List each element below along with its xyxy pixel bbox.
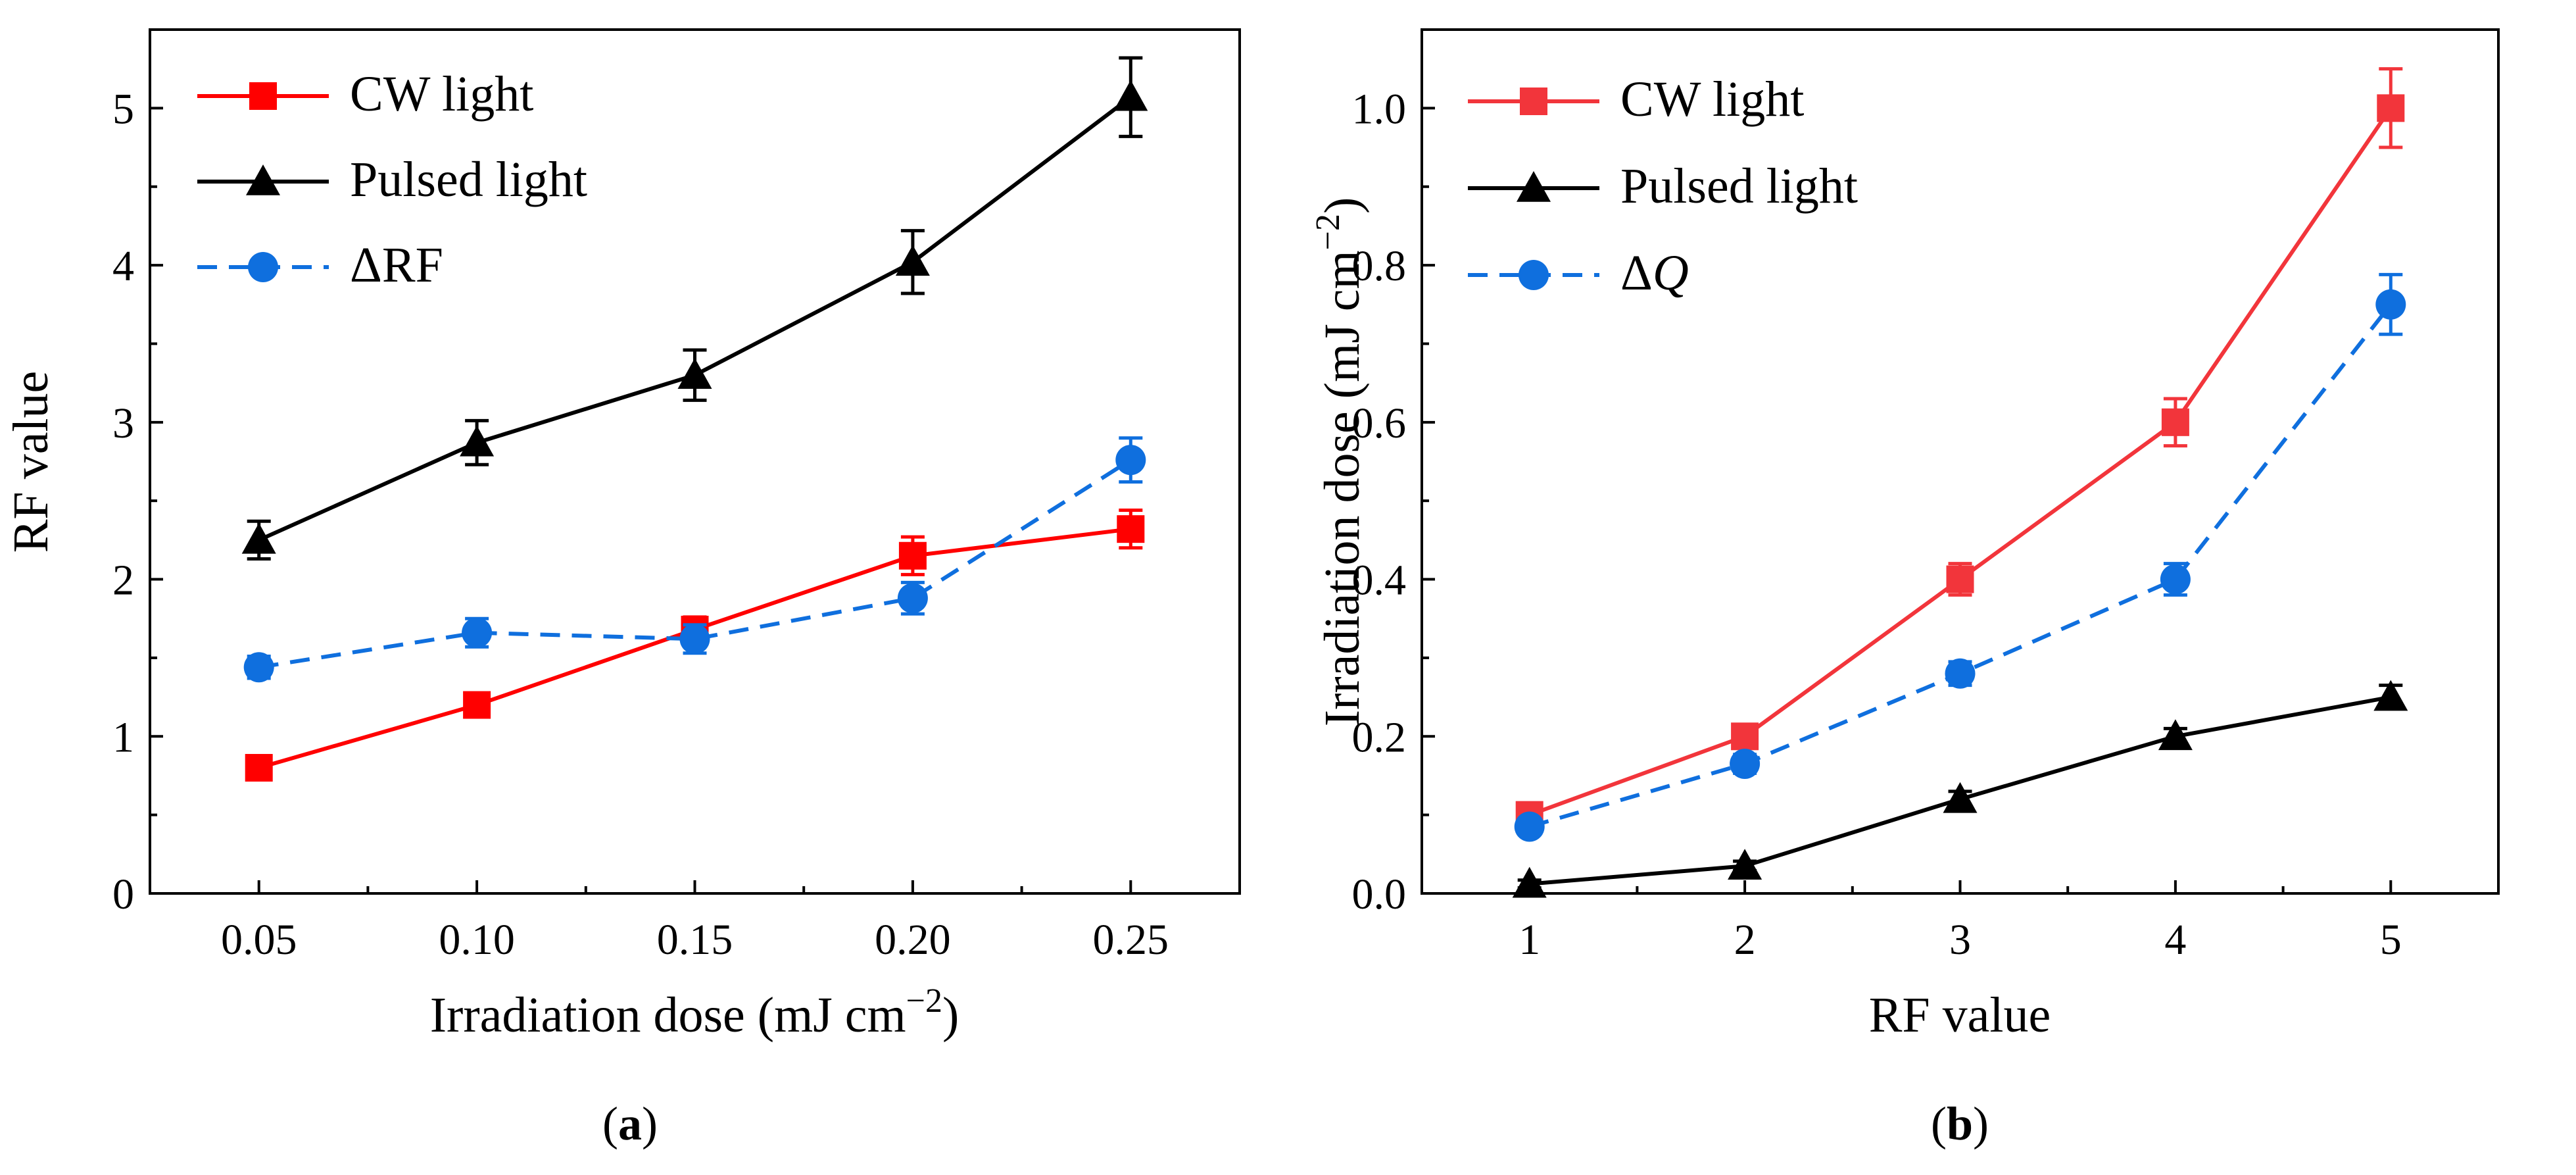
panel-a-x-tick-label: 0.25 bbox=[1093, 916, 1169, 964]
panel-b-legend-label: CW light bbox=[1620, 72, 1804, 127]
panel-b-legend-label: Pulsed light bbox=[1620, 159, 1858, 214]
panel-a-x-tick-label: 0.15 bbox=[657, 916, 733, 964]
panel-b-series-line-0 bbox=[1528, 107, 2393, 817]
panel-b-data-point bbox=[2158, 719, 2193, 751]
panel-a-data-point bbox=[245, 754, 273, 782]
panel-a-x-axis-label: Irradiation dose (mJ cm−2) bbox=[430, 982, 960, 1043]
panel-b-legend-marker bbox=[1519, 260, 1549, 290]
panel-b-legend-marker bbox=[1517, 171, 1551, 202]
panel-a-data-point bbox=[677, 358, 712, 389]
panel-a-data-point bbox=[463, 691, 491, 719]
panel-b-y-tick-label: 0.2 bbox=[1352, 713, 1407, 761]
panel-b-plot-frame bbox=[1421, 28, 2500, 895]
panel-a-legend: CW light Pulsed light ΔRF bbox=[197, 66, 587, 293]
panel-a-x-tick-label: 0.05 bbox=[221, 916, 297, 964]
panel-b-y-tick-label: 0.8 bbox=[1352, 242, 1407, 290]
panel-b-data-point bbox=[1730, 749, 1761, 780]
panel-a-series bbox=[241, 56, 1148, 782]
panel-a-y-tick-label: 5 bbox=[112, 85, 134, 133]
panel-b-ticks: 1 2 3 4 5 0.0 0.2 0.4 0.6 0.8 1.0 bbox=[1352, 85, 2402, 964]
panel-b-data-point bbox=[2375, 289, 2406, 320]
panel-a-data-point bbox=[460, 425, 495, 457]
panel-b-x-tick-label: 4 bbox=[2164, 916, 2186, 964]
panel-a-x-tick-label: 0.20 bbox=[875, 916, 951, 964]
panel-a-caption-label: (a) bbox=[602, 1097, 658, 1150]
panel-b-y-tick-label: 0.6 bbox=[1352, 399, 1407, 447]
panel-b-x-tick-label: 3 bbox=[1949, 916, 1971, 964]
panel-a-data-point bbox=[897, 583, 928, 614]
panel-b-data-point bbox=[1728, 849, 1762, 880]
panel-a-y-tick-label: 2 bbox=[112, 557, 134, 605]
panel-a-legend-marker bbox=[248, 252, 278, 282]
panel-a-data-point bbox=[241, 522, 276, 554]
panel-a-legend-label: CW light bbox=[350, 66, 533, 122]
panel-a-y-tick-label: 3 bbox=[112, 399, 134, 447]
panel-b-y-tick-label: 0.0 bbox=[1352, 870, 1407, 918]
panel-a-data-point bbox=[462, 617, 493, 648]
panel-b-x-tick-label: 2 bbox=[1734, 916, 1756, 964]
panel-a-plot-frame bbox=[149, 28, 1241, 895]
panel-b-data-point bbox=[2160, 564, 2191, 595]
panel-b-x-tick-label: 5 bbox=[2380, 916, 2402, 964]
panel-b-x-tick-label: 1 bbox=[1519, 916, 1540, 964]
panel-a-ticks: 0.05 0.10 0.15 0.20 0.25 0 1 2 3 4 5 bbox=[112, 85, 1169, 964]
panel-a-data-point bbox=[679, 624, 710, 655]
panel-b-data-point bbox=[1514, 811, 1545, 842]
panel-b-x-axis-label: RF value bbox=[1869, 988, 2051, 1043]
panel-b-y-axis-label: Irradiation dose (mJ cm−2) bbox=[1309, 197, 1370, 727]
panel-a-y-axis-label: RF value bbox=[3, 371, 59, 553]
panel-a-x-tick-label: 0.10 bbox=[439, 916, 515, 964]
panel-b-legend-label: ΔQ bbox=[1620, 245, 1689, 301]
panel-a-legend-marker bbox=[246, 164, 280, 195]
panel-a-y-tick-label: 4 bbox=[112, 242, 134, 290]
panel-b-y-tick-label: 0.4 bbox=[1352, 557, 1407, 605]
panel-b-data-point bbox=[1512, 866, 1547, 898]
panel-a-data-point bbox=[895, 245, 930, 276]
panel-a-data-point bbox=[243, 652, 274, 683]
panel-a-legend-label: ΔRF bbox=[350, 238, 443, 293]
panel-a-y-tick-label: 0 bbox=[112, 870, 134, 918]
panel-b-data-point bbox=[1946, 565, 1974, 593]
panel-b-legend: CW light Pulsed light ΔQ bbox=[1468, 72, 1858, 301]
panel-b-series bbox=[1512, 67, 2408, 898]
panel-b-data-point bbox=[1943, 782, 1978, 813]
panel-a-data-point bbox=[898, 541, 927, 570]
panel-a-legend-label: Pulsed light bbox=[350, 152, 587, 207]
panel-b-caption-label: (b) bbox=[1931, 1097, 1989, 1150]
panel-a-y-tick-label: 1 bbox=[112, 713, 134, 761]
panel-b-data-point bbox=[2161, 408, 2189, 436]
panel-b-y-tick-label: 1.0 bbox=[1352, 85, 1407, 133]
panel-a-data-point bbox=[1113, 80, 1148, 111]
panel-a-data-point bbox=[1115, 445, 1146, 476]
panel-b-chart: 1 2 3 4 5 0.0 0.2 0.4 0.6 0.8 1.0 CW light Pulsed l… bbox=[1309, 28, 2500, 1150]
panel-b-data-point bbox=[1731, 722, 1759, 751]
panel-a-chart: 0.05 0.10 0.15 0.20 0.25 0 1 2 3 4 5 CW light Pulse… bbox=[3, 28, 1241, 1150]
panel-a-data-point bbox=[1117, 515, 1145, 543]
panel-a-legend-marker bbox=[249, 82, 277, 110]
panel-b-data-point bbox=[2373, 680, 2408, 711]
panel-b-legend-marker bbox=[1520, 88, 1547, 115]
panel-b-data-point bbox=[2377, 94, 2405, 122]
panel-b-data-point bbox=[1945, 658, 1976, 689]
